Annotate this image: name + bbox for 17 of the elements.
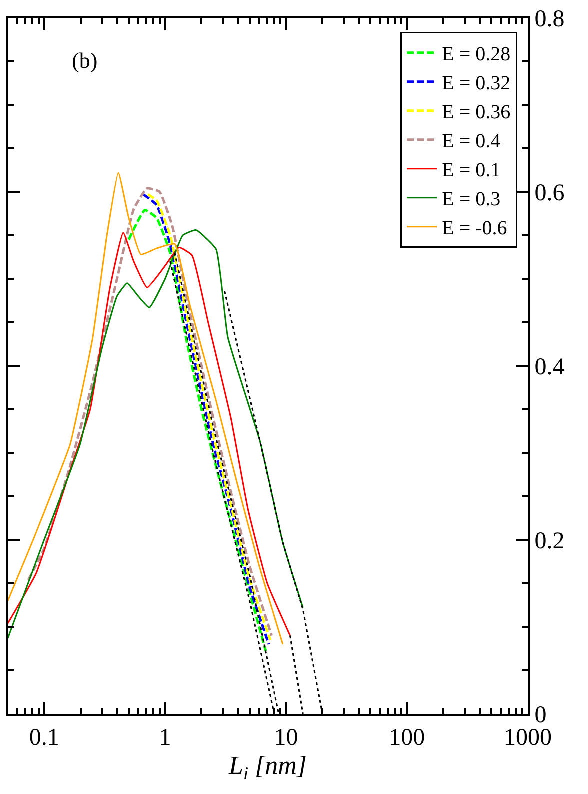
x-axis-title: L$_{i}$ [nm]: [228, 750, 308, 784]
y-tick-label: 0.8: [534, 6, 565, 32]
legend-label: E = 0.1: [442, 160, 501, 182]
legend-label: E = -0.6: [442, 218, 508, 240]
x-tick-label: 0.1: [29, 724, 60, 751]
legend-label: E = 0.3: [442, 188, 501, 211]
y-tick-label: 0.2: [534, 528, 565, 554]
y-tick-label: 0.4: [534, 354, 565, 380]
y-tick-label: 0.6: [534, 180, 565, 206]
x-tick-label: 10: [274, 724, 298, 751]
x-tick-label: 1: [159, 724, 172, 751]
x-tick-label: 100: [389, 724, 426, 751]
legend-label: E = 0.4: [442, 130, 501, 153]
legend-label: E = 0.36: [442, 102, 511, 124]
legend-label: E = 0.32: [442, 72, 511, 95]
legend-label: E = 0.28: [442, 44, 511, 66]
annotation: (b): [72, 48, 98, 73]
